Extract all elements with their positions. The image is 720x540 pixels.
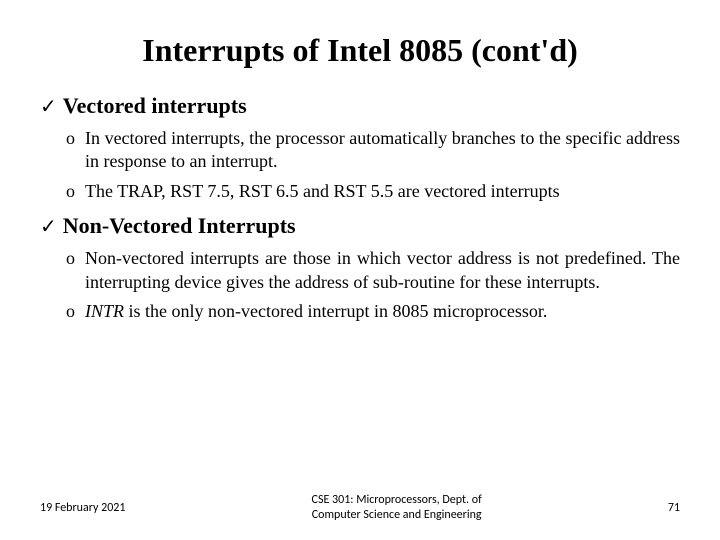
check-icon: ✓ [40,94,57,119]
bullet-text: In vectored interrupts, the processor au… [85,127,680,174]
bullet-text: The TRAP, RST 7.5, RST 6.5 and RST 5.5 a… [85,180,680,203]
list-item: o INTR is the only non-vectored interrup… [66,300,680,323]
footer-date: 19 February 2021 [40,501,125,515]
list-item: o Non-vectored interrupts are those in w… [66,247,680,294]
intr-rest: is the only non-vectored interrupt in 80… [124,301,547,321]
bullet-icon: o [66,247,75,270]
slide-title: Interrupts of Intel 8085 (cont'd) [40,32,680,69]
list-item: o In vectored interrupts, the processor … [66,127,680,174]
bullet-icon: o [66,180,75,203]
section-heading-text: Non-Vectored Interrupts [63,213,296,239]
footer-center-line2: Computer Science and Engineering [312,508,482,522]
footer-center-line1: CSE 301: Microprocessors, Dept. of [312,493,482,507]
bullet-icon: o [66,300,75,323]
footer-page-number: 71 [668,501,680,515]
bullet-icon: o [66,127,75,150]
intr-term: INTR [85,301,124,321]
bullet-text: Non-vectored interrupts are those in whi… [85,247,680,294]
section-heading-vectored: ✓ Vectored interrupts [40,93,680,119]
section-heading-text: Vectored interrupts [63,93,247,119]
slide-footer: 19 February 2021 CSE 301: Microprocessor… [40,493,680,522]
bullet-text: INTR is the only non-vectored interrupt … [85,300,680,323]
list-item: o The TRAP, RST 7.5, RST 6.5 and RST 5.5… [66,180,680,203]
check-icon: ✓ [40,214,57,239]
section-heading-nonvectored: ✓ Non-Vectored Interrupts [40,213,680,239]
footer-course: CSE 301: Microprocessors, Dept. of Compu… [312,493,482,522]
